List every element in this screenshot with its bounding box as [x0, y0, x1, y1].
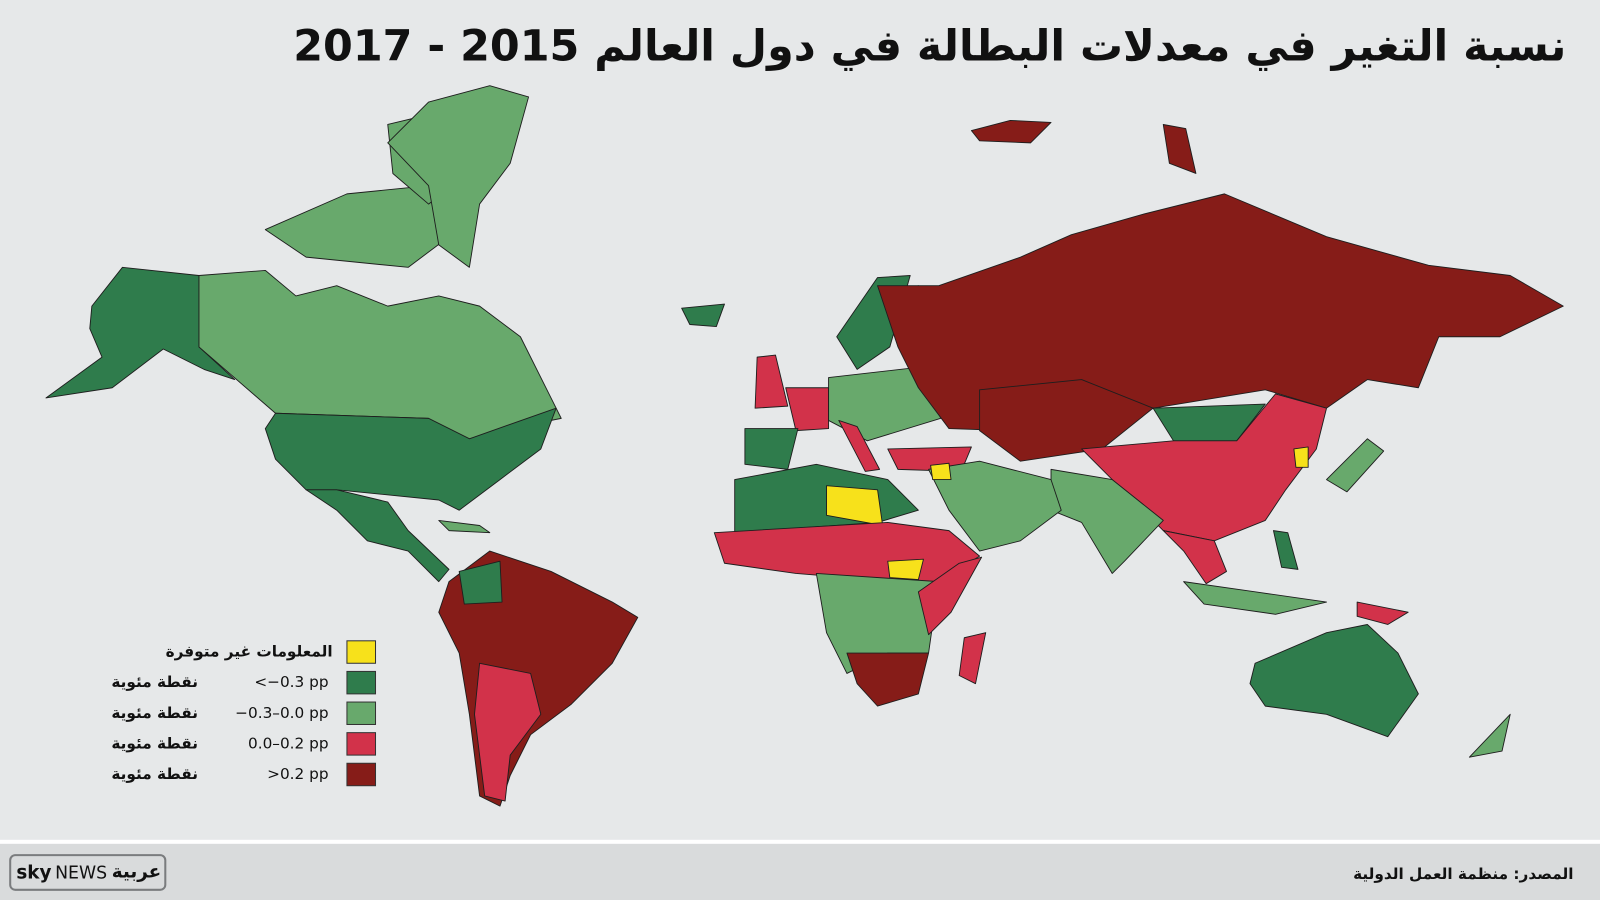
legend-swatch — [346, 762, 377, 787]
world-map — [45, 85, 1564, 807]
indonesia — [1183, 581, 1327, 615]
north-korea — [1293, 446, 1309, 468]
italy — [838, 419, 881, 472]
papua — [1356, 601, 1409, 625]
footer: المصدر: منظمة العمل الدولية sky NEWS عرب… — [0, 839, 1600, 900]
legend-unit: نقطة مئوية — [111, 734, 198, 752]
southern-africa — [846, 652, 930, 707]
cuba — [438, 519, 491, 534]
usa — [264, 407, 557, 511]
legend: المعلومات غير متوفرة <−0.3 pp نقطة مئوية… — [111, 640, 377, 787]
legend-unit: نقطة مئوية — [111, 673, 198, 691]
middle-east — [928, 460, 1062, 552]
colombia-venezuela — [458, 560, 503, 605]
alaska — [45, 266, 236, 399]
argentina-chile — [474, 662, 542, 802]
legend-label: المعلومات غير متوفرة — [166, 643, 333, 661]
legend-swatch — [346, 640, 377, 664]
title: نسبة التغير في معدلات البطالة في دول الع… — [293, 21, 1566, 71]
svalbard — [970, 119, 1052, 144]
legend-swatch — [346, 670, 377, 695]
syria — [930, 462, 952, 481]
legend-unit: نقطة مئوية — [111, 765, 198, 783]
australia — [1249, 624, 1419, 738]
footer-bar — [0, 843, 1600, 900]
philippines — [1273, 530, 1299, 570]
legend-range: >0.2 pp — [267, 765, 328, 783]
logo-arabic: عربية — [112, 861, 161, 882]
logo-sky: sky — [16, 862, 51, 883]
legend-range: <−0.3 pp — [254, 673, 328, 691]
new-zealand — [1468, 713, 1511, 758]
footer-divider — [0, 839, 1600, 844]
southeast-asia — [1162, 530, 1227, 585]
novaya-zemlya — [1162, 124, 1197, 174]
central-europe — [828, 366, 942, 442]
east-africa — [917, 556, 983, 636]
greenland — [387, 85, 530, 268]
iceland — [681, 303, 725, 327]
legend-swatch — [346, 732, 377, 756]
france — [785, 387, 830, 432]
source: المصدر: منظمة العمل الدولية — [1353, 865, 1573, 883]
legend-swatch — [346, 701, 377, 725]
legend-unit: نقطة مئوية — [111, 704, 198, 722]
japan — [1326, 438, 1385, 493]
madagascar — [958, 632, 987, 685]
legend-range: 0.0–0.2 pp — [248, 734, 329, 752]
logo-news: NEWS — [55, 863, 107, 883]
legend-range: −0.3–0.0 pp — [235, 704, 328, 722]
logo-frame — [9, 854, 167, 891]
south-sudan — [887, 558, 924, 581]
mexico — [305, 489, 450, 583]
uk — [754, 354, 789, 409]
